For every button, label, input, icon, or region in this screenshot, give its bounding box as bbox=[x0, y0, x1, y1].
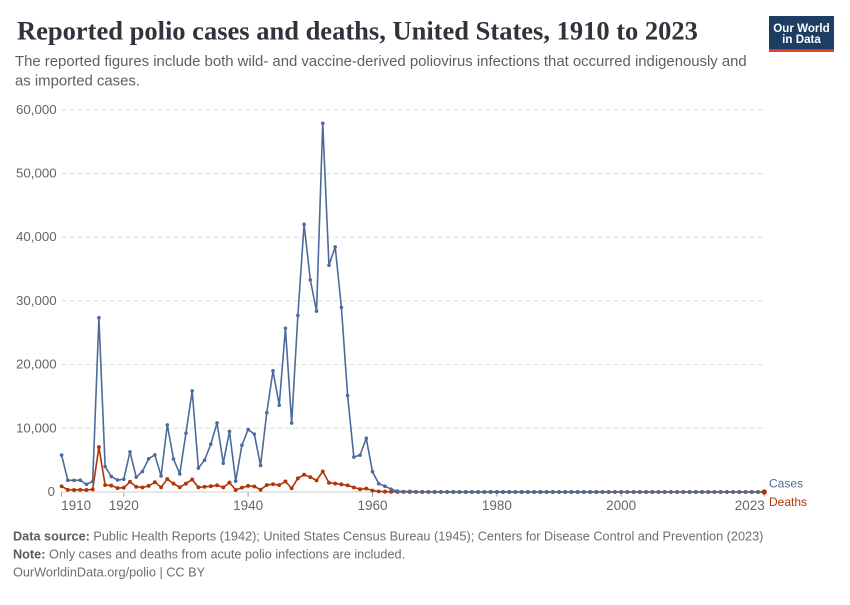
svg-text:1910: 1910 bbox=[61, 498, 91, 513]
svg-text:0: 0 bbox=[48, 484, 55, 499]
svg-text:50,000: 50,000 bbox=[16, 166, 57, 181]
svg-text:2000: 2000 bbox=[606, 498, 636, 513]
svg-text:Deaths: Deaths bbox=[769, 495, 807, 509]
svg-text:2023: 2023 bbox=[735, 498, 765, 513]
svg-text:Note: Only cases and deaths fr: Note: Only cases and deaths from acute p… bbox=[13, 548, 405, 562]
svg-text:1980: 1980 bbox=[482, 498, 512, 513]
svg-text:as imported cases.: as imported cases. bbox=[15, 74, 140, 90]
svg-text:OurWorldinData.org/polio | CC: OurWorldinData.org/polio | CC BY bbox=[13, 565, 206, 579]
svg-text:1940: 1940 bbox=[233, 498, 263, 513]
svg-text:1920: 1920 bbox=[109, 498, 139, 513]
svg-text:in Data: in Data bbox=[782, 33, 821, 46]
svg-text:Data source: Public Health Rep: Data source: Public Health Reports (1942… bbox=[13, 530, 763, 544]
svg-text:Our World: Our World bbox=[773, 22, 829, 35]
svg-text:The reported figures include b: The reported figures include both wild- … bbox=[15, 54, 747, 70]
svg-text:1960: 1960 bbox=[357, 498, 387, 513]
svg-text:Reported polio cases and death: Reported polio cases and deaths, United … bbox=[17, 16, 698, 46]
svg-text:60,000: 60,000 bbox=[16, 102, 57, 117]
svg-text:30,000: 30,000 bbox=[16, 293, 57, 308]
svg-text:20,000: 20,000 bbox=[16, 357, 57, 372]
svg-text:40,000: 40,000 bbox=[16, 229, 57, 244]
svg-text:10,000: 10,000 bbox=[16, 420, 57, 435]
svg-text:Cases: Cases bbox=[769, 476, 803, 490]
